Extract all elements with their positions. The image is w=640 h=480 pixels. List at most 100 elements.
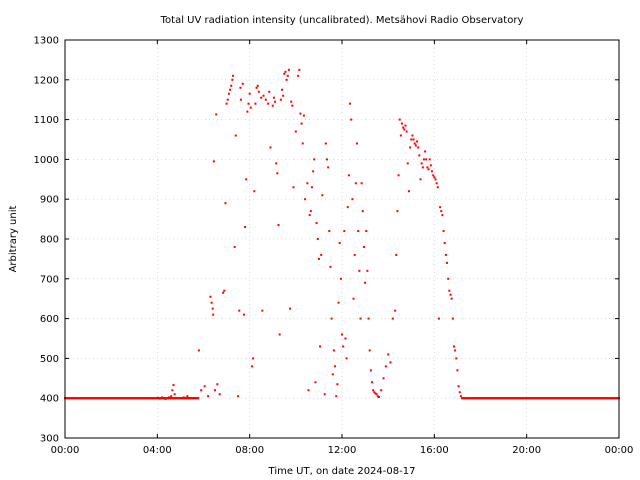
y-tick-label: 1200 <box>34 75 59 86</box>
data-point <box>306 182 309 185</box>
data-point <box>246 110 249 113</box>
data-point <box>287 68 290 71</box>
x-tick-label: 16:00 <box>420 445 449 456</box>
data-point <box>224 202 227 205</box>
data-point <box>214 389 217 392</box>
data-point <box>250 365 253 368</box>
data-point <box>171 389 174 392</box>
data-point <box>391 317 394 320</box>
data-point <box>436 186 439 189</box>
data-point <box>292 186 295 189</box>
x-axis-label: Time UT, on date 2024-08-17 <box>268 466 416 477</box>
data-point <box>222 291 225 294</box>
chart-title: Total UV radiation intensity (uncalibrat… <box>160 15 524 26</box>
data-point <box>284 70 287 73</box>
data-point <box>360 182 363 185</box>
data-point <box>316 238 319 240</box>
data-point <box>395 253 398 256</box>
data-point <box>245 178 248 181</box>
y-axis-label: Arbitrary unit <box>8 206 19 273</box>
x-tick-label: 08:00 <box>235 445 264 456</box>
data-point <box>278 333 281 336</box>
data-point <box>319 345 322 348</box>
data-point <box>297 74 300 77</box>
data-point <box>433 176 436 179</box>
data-point <box>357 230 360 233</box>
data-point <box>356 142 359 145</box>
data-point <box>262 94 265 97</box>
data-point <box>294 130 297 133</box>
data-point <box>431 170 434 173</box>
data-point <box>336 383 339 386</box>
data-point <box>443 241 446 244</box>
data-point <box>164 397 167 400</box>
data-point <box>412 138 415 141</box>
data-point <box>328 230 331 233</box>
data-point <box>428 158 431 161</box>
data-point <box>313 158 316 161</box>
data-point <box>362 245 365 248</box>
data-point <box>289 307 292 310</box>
data-point <box>275 162 278 165</box>
data-point <box>320 253 323 256</box>
data-point <box>239 98 242 101</box>
x-tick-label: 00:00 <box>51 445 80 456</box>
data-point <box>268 90 271 93</box>
data-point <box>276 172 279 175</box>
data-point <box>456 369 459 372</box>
data-point <box>405 130 408 133</box>
data-point <box>421 166 424 169</box>
data-point <box>344 337 347 340</box>
data-point <box>186 395 189 398</box>
data-point <box>310 186 313 189</box>
data-point <box>376 395 379 398</box>
data-point <box>375 393 378 396</box>
data-point <box>351 198 354 201</box>
data-point <box>396 210 399 213</box>
y-tick-label: 1100 <box>34 115 59 126</box>
data-point <box>269 146 272 149</box>
data-point <box>413 142 416 145</box>
data-point <box>429 164 432 167</box>
data-point <box>323 393 326 396</box>
y-tick-label: 600 <box>40 314 59 325</box>
data-point <box>256 84 259 87</box>
data-point <box>223 289 226 292</box>
data-point <box>441 214 444 217</box>
data-point <box>277 224 280 227</box>
data-point <box>334 365 337 368</box>
x-tick-label: 12:00 <box>328 445 357 456</box>
data-point <box>425 158 428 161</box>
data-point <box>450 297 453 300</box>
data-point <box>299 112 302 115</box>
data-point <box>439 206 442 209</box>
data-point <box>358 269 361 272</box>
data-point <box>411 134 414 137</box>
data-point <box>244 226 247 229</box>
data-point <box>327 166 330 169</box>
data-point <box>329 265 332 268</box>
data-point <box>267 102 270 105</box>
data-point <box>347 174 350 177</box>
data-point <box>212 313 215 316</box>
data-point <box>346 206 349 209</box>
data-point <box>170 395 173 398</box>
data-point <box>285 78 288 81</box>
data-point <box>371 381 374 384</box>
data-point <box>203 385 206 388</box>
data-point <box>380 389 383 392</box>
data-point <box>156 396 159 399</box>
data-point <box>226 98 229 101</box>
data-point <box>283 72 286 75</box>
data-point <box>260 96 263 99</box>
data-point <box>414 144 417 147</box>
data-point <box>337 301 340 304</box>
x-tick-label: 04:00 <box>143 445 172 456</box>
data-point <box>247 102 250 105</box>
data-point <box>432 174 435 177</box>
data-point <box>160 396 163 399</box>
data-point <box>349 102 352 105</box>
data-point <box>330 317 333 320</box>
data-point <box>331 373 334 376</box>
